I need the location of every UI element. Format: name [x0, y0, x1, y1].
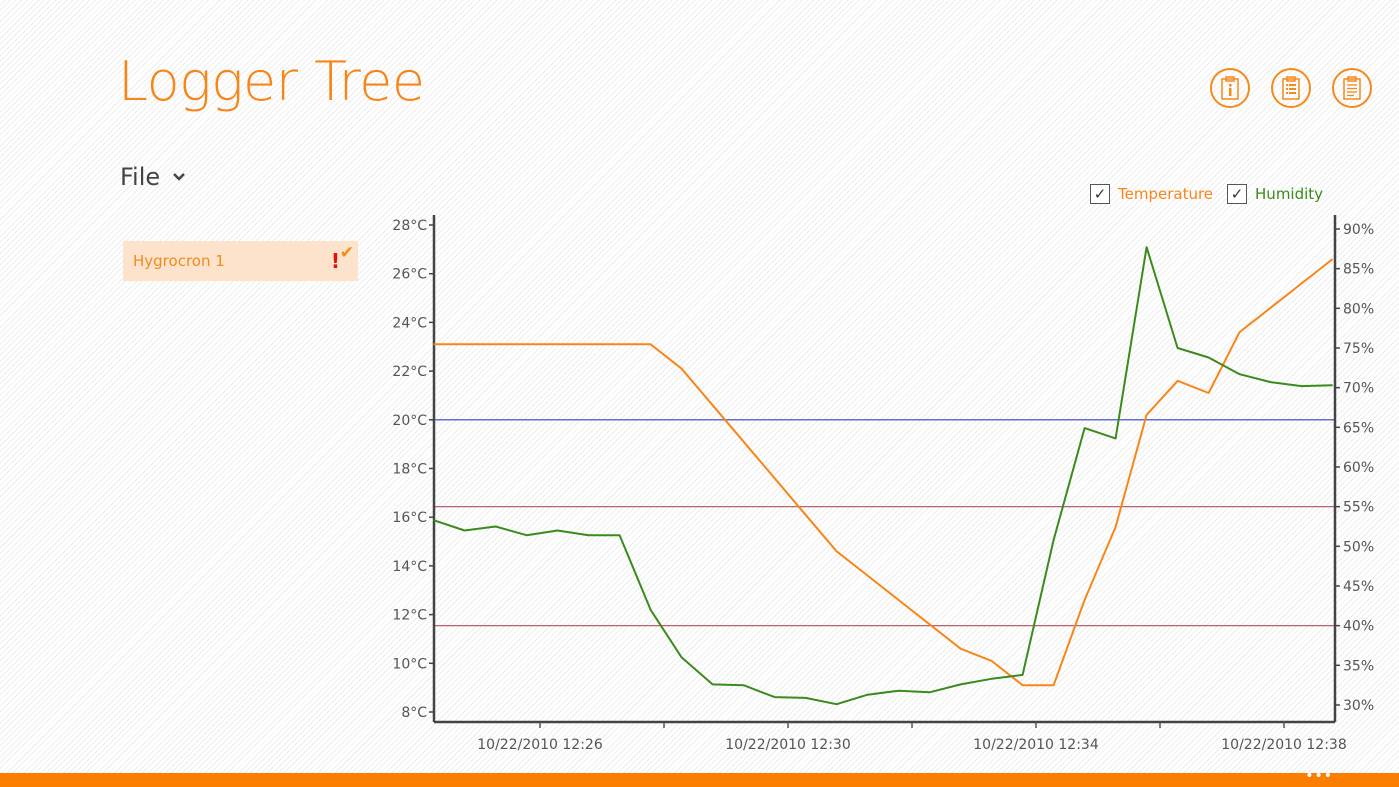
y-left-tick-label: 14°C	[392, 559, 427, 575]
checkbox-checked-icon[interactable]: ✓	[1090, 184, 1110, 204]
x-tick-label: 10/22/2010 12:30	[725, 737, 851, 753]
y-right-tick-label: 85%	[1343, 262, 1374, 278]
y-right-tick-label: 90%	[1343, 222, 1374, 238]
clipboard-info-icon	[1221, 76, 1239, 100]
y-left-tick-label: 10°C	[392, 656, 427, 672]
x-tick-label: 10/22/2010 12:34	[973, 737, 1099, 753]
x-tick-label: 10/22/2010 12:38	[1221, 737, 1347, 753]
y-right-tick-label: 50%	[1343, 539, 1374, 555]
series-line-temperature	[433, 258, 1334, 687]
legend-humidity-toggle[interactable]: ✓ Humidity	[1227, 184, 1323, 204]
legend-humidity-label: Humidity	[1255, 185, 1324, 203]
y-right-tick-label: 55%	[1343, 500, 1374, 516]
chevron-down-icon	[173, 173, 186, 181]
legend-temperature-toggle[interactable]: ✓ Temperature	[1090, 184, 1213, 204]
info-clipboard-button[interactable]	[1210, 68, 1250, 108]
legend-temperature-label: Temperature	[1118, 185, 1214, 203]
y-right-tick-label: 35%	[1343, 658, 1374, 674]
y-left-tick-label: 8°C	[401, 705, 427, 721]
app-bar: •••	[0, 768, 1399, 787]
more-options-button[interactable]: •••	[1305, 768, 1333, 784]
y-right-tick-label: 75%	[1343, 341, 1374, 357]
device-label: Hygrocron 1	[133, 252, 225, 270]
y-right-tick-label: 30%	[1343, 698, 1374, 714]
y-right-tick-label: 70%	[1343, 381, 1374, 397]
chart-legend: ✓ Temperature ✓ Humidity	[1090, 184, 1323, 204]
y-right-tick-label: 40%	[1343, 619, 1374, 635]
y-right-tick-label: 45%	[1343, 579, 1374, 595]
y-right-tick-label: 65%	[1343, 420, 1374, 436]
notes-clipboard-button[interactable]	[1332, 68, 1372, 108]
y-left-tick-label: 24°C	[392, 315, 427, 331]
y-left-tick-label: 18°C	[392, 462, 427, 478]
y-left-tick-label: 20°C	[392, 413, 427, 429]
file-menu-label: File	[120, 163, 161, 191]
x-tick-label: 10/22/2010 12:26	[477, 737, 603, 753]
y-right-tick-label: 60%	[1343, 460, 1374, 476]
clipboard-notes-icon	[1343, 76, 1361, 100]
y-right-tick-label: 80%	[1343, 301, 1374, 317]
app-title: Logger Tree	[118, 50, 425, 113]
series-line-humidity	[433, 246, 1333, 706]
y-left-tick-label: 16°C	[392, 510, 427, 526]
selected-check-icon: ✔	[339, 243, 354, 263]
y-left-tick-label: 22°C	[392, 364, 427, 380]
checkbox-checked-icon[interactable]: ✓	[1227, 184, 1248, 204]
y-left-tick-label: 12°C	[392, 608, 427, 624]
y-left-tick-label: 26°C	[392, 267, 427, 283]
list-clipboard-button[interactable]	[1271, 68, 1311, 108]
file-menu[interactable]: File	[120, 163, 186, 191]
clipboard-list-icon	[1282, 76, 1300, 100]
device-list-item[interactable]: Hygrocron 1 ! ✔	[123, 241, 358, 281]
y-left-tick-label: 28°C	[392, 218, 427, 234]
alert-icon: !	[330, 249, 340, 273]
